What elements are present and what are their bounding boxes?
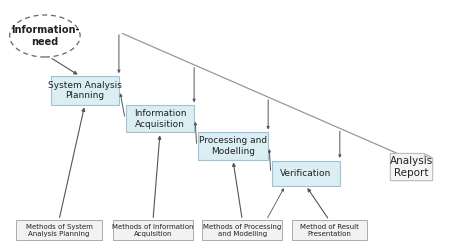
FancyBboxPatch shape [272, 161, 340, 186]
FancyBboxPatch shape [51, 76, 119, 104]
Text: Information-
need: Information- need [10, 25, 79, 47]
Polygon shape [424, 154, 433, 158]
FancyBboxPatch shape [198, 132, 268, 160]
Text: Processing and
Modelling: Processing and Modelling [199, 136, 267, 156]
Text: System Analysis
Planning: System Analysis Planning [48, 81, 122, 100]
Text: Verification: Verification [280, 169, 331, 178]
Text: Methods of Processing
and Modelling: Methods of Processing and Modelling [203, 224, 282, 236]
FancyBboxPatch shape [202, 220, 282, 240]
Text: Analysis
Report: Analysis Report [390, 156, 433, 178]
Text: Information
Acquisition: Information Acquisition [134, 109, 186, 128]
FancyBboxPatch shape [113, 220, 193, 240]
Polygon shape [391, 154, 433, 180]
Text: Methods of System
Analysis Planning: Methods of System Analysis Planning [26, 224, 92, 236]
FancyBboxPatch shape [16, 220, 102, 240]
Text: Method of Result
Presentation: Method of Result Presentation [300, 224, 359, 236]
FancyBboxPatch shape [126, 105, 194, 132]
Text: Methods of Information
Acquisition: Methods of Information Acquisition [112, 224, 194, 236]
FancyBboxPatch shape [292, 220, 367, 240]
